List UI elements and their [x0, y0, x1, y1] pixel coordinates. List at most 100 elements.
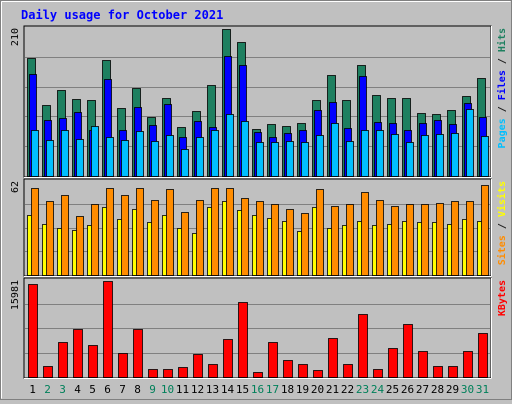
pages-bar — [451, 133, 459, 177]
x-tick-label: 24 — [371, 383, 385, 396]
kbytes-bar — [253, 372, 263, 378]
kbytes-bar — [313, 370, 323, 378]
kbytes-bar — [418, 351, 428, 378]
sites-bar — [61, 195, 69, 276]
sites-bar — [226, 188, 234, 276]
x-tick-label: 19 — [296, 383, 309, 396]
x-tick-label: 26 — [401, 383, 414, 396]
x-tick-label: 10 — [161, 383, 174, 396]
kbytes-bar — [343, 364, 353, 378]
y-max-label: 15981 — [10, 280, 21, 310]
kbytes-bar — [193, 354, 203, 378]
sites-bar — [286, 209, 294, 276]
kbytes-bar — [118, 353, 128, 378]
x-tick-label: 29 — [446, 383, 459, 396]
x-tick-label: 20 — [311, 383, 324, 396]
kbytes-bar — [163, 369, 173, 378]
legend-item: Hits — [496, 28, 508, 52]
sites-bar — [181, 212, 189, 276]
pages-bar — [406, 142, 414, 177]
pages-bar — [106, 137, 114, 177]
kbytes-bar — [328, 338, 338, 378]
sites-bar — [436, 203, 444, 276]
x-tick-label: 23 — [356, 383, 369, 396]
legend-item: Sites — [496, 235, 508, 265]
kbytes-bar — [133, 329, 143, 378]
sites-bar — [346, 204, 354, 276]
kbytes-bar — [58, 342, 68, 378]
legend-item: Visits — [496, 181, 508, 217]
pages-bar — [151, 141, 159, 177]
pages-bar — [166, 135, 174, 177]
pages-bar — [421, 135, 429, 177]
kbytes-bar — [478, 333, 488, 378]
kbytes-bar — [358, 314, 368, 378]
pages-bar — [31, 130, 39, 177]
sites-bar — [391, 206, 399, 276]
x-tick-label: 11 — [176, 383, 189, 396]
legend-item: KBytes — [497, 280, 508, 316]
legend-item: Pages — [497, 118, 508, 148]
x-tick-label: 27 — [416, 383, 429, 396]
x-tick-label: 7 — [119, 383, 126, 396]
x-tick-label: 30 — [461, 383, 474, 396]
x-tick-label: 22 — [341, 383, 354, 396]
sites-bar — [376, 200, 384, 276]
legend-item: Files — [496, 70, 508, 100]
x-tick-label: 8 — [134, 383, 141, 396]
pages-bar — [346, 141, 354, 177]
x-tick-label: 16 — [251, 383, 264, 396]
pages-bar — [481, 136, 489, 177]
sites-bar — [271, 204, 279, 276]
sites-bar — [166, 189, 174, 276]
kbytes-bar — [448, 366, 458, 378]
y-max-label: 62 — [10, 181, 21, 193]
kbytes-bar — [208, 364, 218, 378]
pages-bar — [256, 142, 264, 177]
pages-bar — [121, 140, 129, 177]
sites-bar — [91, 204, 99, 276]
kbytes-bar — [268, 342, 278, 378]
sites-bar — [106, 188, 114, 276]
pages-bar — [91, 126, 99, 177]
pages-bar — [466, 109, 474, 177]
series-legend-2: Sites / Visits — [496, 181, 508, 265]
kbytes-bar — [88, 345, 98, 378]
pages-bar — [286, 141, 294, 177]
pages-bar — [211, 130, 219, 177]
kbytes-bar — [298, 364, 308, 378]
y-max-label: 210 — [10, 28, 21, 46]
x-tick-label: 31 — [476, 383, 489, 396]
kbytes-bar — [373, 369, 383, 378]
sites-bar — [361, 192, 369, 276]
pages-bar — [316, 135, 324, 177]
pages-bar — [136, 131, 144, 177]
x-tick-label: 1 — [29, 383, 36, 396]
sites-bar — [481, 185, 489, 276]
kbytes-bar — [178, 367, 188, 378]
kbytes-bar — [103, 281, 113, 378]
sites-bar — [241, 198, 249, 276]
x-tick-label: 12 — [191, 383, 204, 396]
pages-bar — [76, 139, 84, 177]
pages-bar — [181, 149, 189, 177]
x-tick-label: 13 — [206, 383, 219, 396]
sites-bar — [331, 206, 339, 276]
pages-bar — [61, 130, 69, 177]
x-tick-label: 25 — [386, 383, 399, 396]
legend-item: / — [497, 217, 508, 235]
kbytes-bar — [43, 366, 53, 378]
legend-item: / — [497, 100, 508, 118]
x-tick-label: 4 — [74, 383, 81, 396]
x-tick-label: 21 — [326, 383, 339, 396]
sites-bar — [76, 216, 84, 276]
kbytes-bar — [388, 348, 398, 378]
pages-bar — [241, 121, 249, 177]
pages-bar — [436, 134, 444, 177]
pages-bar — [271, 142, 279, 177]
sites-bar — [46, 201, 54, 276]
kbytes-bar — [223, 339, 233, 378]
x-tick-label: 6 — [104, 383, 111, 396]
